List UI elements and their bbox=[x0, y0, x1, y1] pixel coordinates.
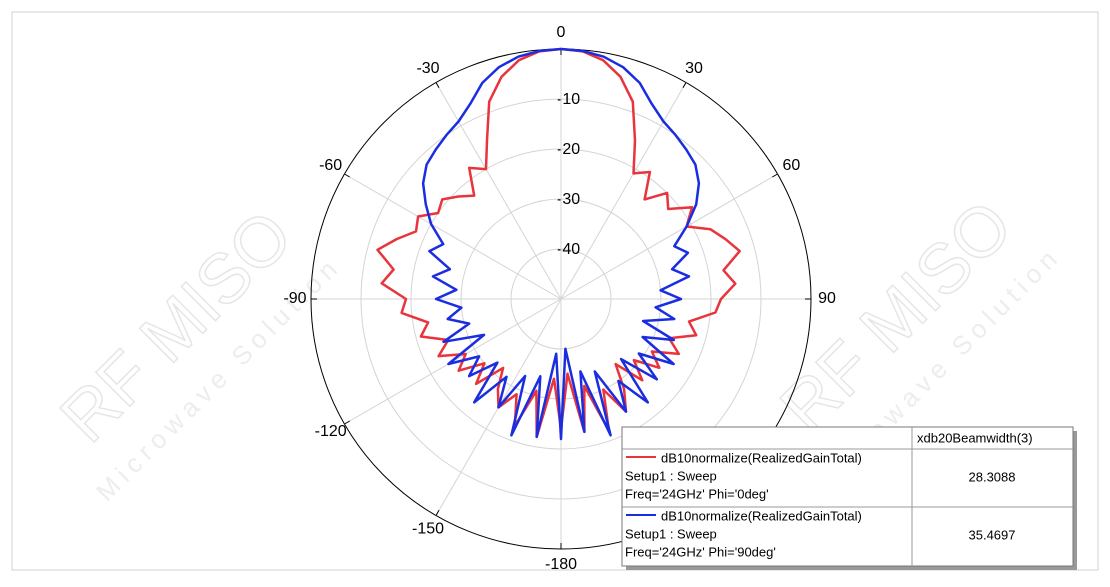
theta-tick-label: 30 bbox=[685, 60, 703, 77]
legend: xdb20Beamwidth(3) dB10normalize(Realized… bbox=[621, 426, 1077, 570]
frame bbox=[11, 11, 1099, 571]
theta-tick-label: 0 bbox=[557, 24, 566, 41]
grid-spoke bbox=[435, 82, 562, 300]
theta-tick-label: -60 bbox=[319, 157, 342, 174]
theta-tick bbox=[344, 173, 350, 178]
curves bbox=[376, 47, 741, 441]
legend-value: 35.4697 bbox=[969, 527, 1016, 542]
legend-setup: Setup1 : Sweep bbox=[625, 468, 717, 483]
r-tick-label: -10 bbox=[557, 91, 580, 108]
legend-name: dB10normalize(RealizedGainTotal) bbox=[661, 450, 862, 465]
series-curve bbox=[421, 47, 701, 441]
theta-tick bbox=[682, 82, 687, 88]
legend-header: xdb20Beamwidth(3) bbox=[917, 430, 1033, 445]
theta-tick-label: -30 bbox=[416, 60, 439, 77]
legend-name: dB10normalize(RealizedGainTotal) bbox=[661, 508, 862, 523]
theta-tick-label: -90 bbox=[283, 290, 306, 307]
r-tick-label: -40 bbox=[557, 241, 580, 258]
legend-variation: Freq='24GHz' Phi='0deg' bbox=[625, 486, 769, 501]
theta-tick-label: -120 bbox=[315, 423, 347, 440]
r-tick-label: -20 bbox=[557, 141, 580, 158]
grid-spoke bbox=[560, 82, 687, 300]
theta-tick bbox=[772, 173, 778, 178]
theta-tick-label: -150 bbox=[412, 521, 444, 538]
legend-value: 28.3088 bbox=[969, 469, 1016, 484]
theta-tick-label: -180 bbox=[545, 556, 577, 573]
polar-grid: -40 -30 -20 -10 -180 -150 -120 -90 -60 -30 0 30 60 90 bbox=[283, 24, 836, 573]
grid-spoke bbox=[560, 173, 778, 300]
legend-setup: Setup1 : Sweep bbox=[625, 526, 717, 541]
legend-box bbox=[621, 426, 1074, 567]
theta-tick bbox=[435, 510, 440, 516]
theta-tick bbox=[435, 82, 440, 88]
r-tick-label: -30 bbox=[557, 191, 580, 208]
grid-spoke bbox=[344, 173, 562, 300]
theta-tick-label: 60 bbox=[782, 157, 800, 174]
legend-variation: Freq='24GHz' Phi='90deg' bbox=[625, 544, 776, 559]
theta-tick bbox=[344, 420, 350, 425]
theta-tick-label: 90 bbox=[818, 290, 836, 307]
